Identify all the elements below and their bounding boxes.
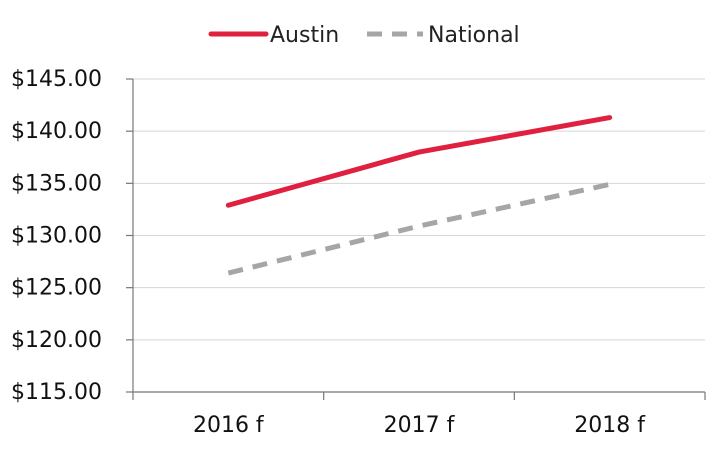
x-axis-tick-label: 2017 f [384,413,456,438]
legend: Austin National [208,23,520,48]
series-lines [225,115,613,276]
x-axis-tick-label: 2018 f [574,413,646,438]
y-axis-tick-label: $130.00 [11,224,102,249]
legend-label: Austin [270,23,339,48]
y-axis-tick-label: $120.00 [11,328,102,353]
y-axis-tick-label: $125.00 [11,276,102,301]
y-axis-tick-label: $135.00 [11,171,102,196]
y-axis-tick-label: $115.00 [11,380,102,405]
axes: $145.00 $140.00 $135.00 $130.00 $125.00 $120.… [11,67,706,438]
gridlines [133,78,705,393]
x-axis-tick-label: 2016 f [193,413,265,438]
y-axis-tick-label: $140.00 [11,119,102,144]
y-axis-tick-label: $145.00 [11,67,102,92]
legend-label: National [428,23,520,48]
series-line-national [227,181,611,276]
